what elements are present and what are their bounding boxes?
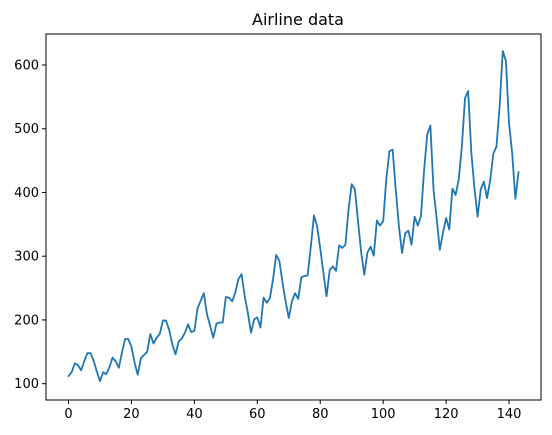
chart-title: Airline data: [252, 10, 344, 29]
x-tick-label: 100: [371, 407, 396, 422]
x-tick-label: 20: [123, 407, 140, 422]
plot-area: 0 20 40 60 80 100 120 140 100 200 300 400 500 600: [14, 33, 542, 422]
series-line: [67, 50, 520, 383]
y-tick-label: 100: [14, 377, 39, 392]
y-tick-label: 200: [14, 313, 39, 328]
y-tick-label: 400: [14, 186, 39, 201]
x-tick-label: 80: [312, 407, 329, 422]
x-tick-label: 120: [434, 407, 459, 422]
axes-frame: [45, 33, 542, 401]
x-tick-label: 60: [249, 407, 266, 422]
x-tick-label: 140: [497, 407, 522, 422]
x-tick-label: 0: [64, 407, 72, 422]
x-tick-label: 40: [186, 407, 203, 422]
y-tick-label: 600: [14, 58, 39, 73]
y-tick-label: 500: [14, 122, 39, 137]
y-tick-label: 300: [14, 250, 39, 265]
